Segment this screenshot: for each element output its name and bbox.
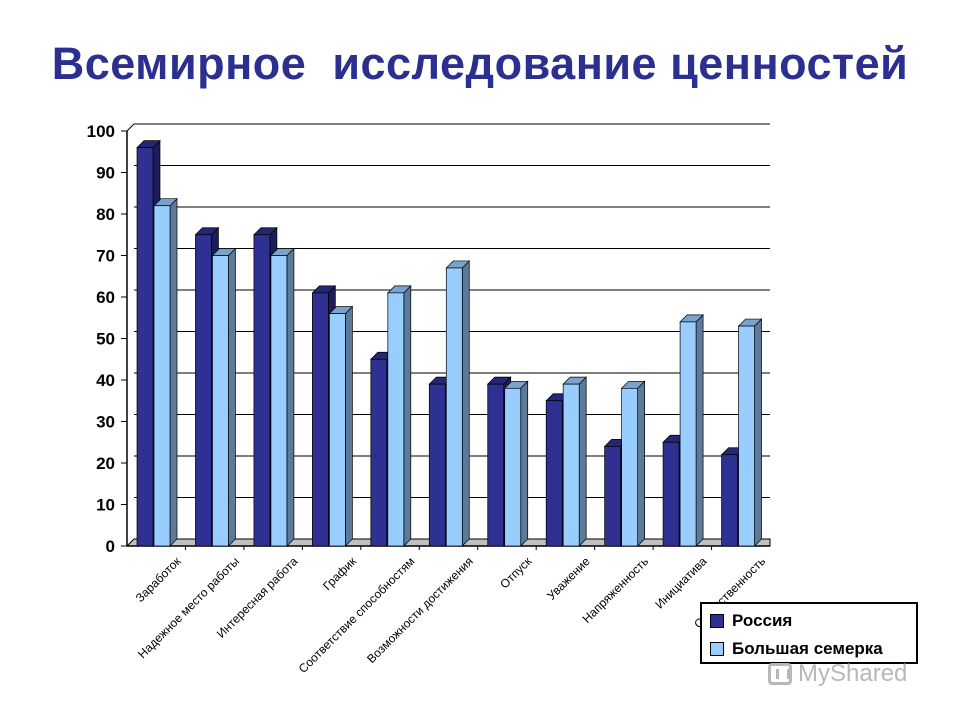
bar-side	[403, 285, 412, 547]
bar	[679, 321, 697, 547]
bar	[136, 147, 154, 547]
bar	[370, 358, 388, 547]
bar-side	[345, 305, 353, 547]
legend: Россия Большая семерка	[700, 602, 918, 664]
bar	[387, 292, 405, 547]
y-tick-label: 90	[96, 164, 115, 183]
legend-swatch-g7	[710, 642, 724, 656]
x-tick-label: Заработок	[133, 554, 184, 605]
bar-side	[578, 376, 587, 547]
bar	[604, 446, 621, 547]
legend-item-g7: Большая семерка	[710, 636, 883, 662]
bar-side	[461, 260, 470, 547]
x-tick-label: Надежное место работы	[135, 554, 242, 661]
bar	[195, 234, 212, 547]
x-tick-label: Отпуск	[497, 554, 535, 592]
y-tick-label: 0	[106, 537, 115, 556]
bar-side	[228, 247, 236, 547]
bar-side	[637, 380, 645, 547]
y-tick-label: 50	[96, 330, 115, 349]
bar-side	[286, 247, 295, 547]
bar	[487, 383, 505, 547]
x-tick-label: Уважение	[544, 554, 593, 603]
legend-label-g7: Большая семерка	[732, 639, 883, 658]
watermark: MyShared	[768, 660, 907, 688]
y-tick-label: 80	[96, 205, 115, 224]
bar	[504, 387, 522, 547]
x-tick-label: График	[320, 554, 359, 593]
legend-label-russia: Россия	[732, 611, 793, 630]
bar	[428, 383, 446, 547]
y-tick-label: 30	[96, 413, 115, 432]
y-tick-label: 40	[96, 371, 115, 390]
bar	[270, 255, 288, 547]
y-tick-label: 60	[96, 288, 115, 307]
bar	[253, 234, 271, 547]
chart-title: Всемирное исследование ценностей	[51, 38, 909, 89]
bar	[621, 387, 638, 547]
bar-side	[695, 314, 704, 547]
bar	[153, 205, 171, 547]
x-tick-label: Возможности достижения	[364, 554, 476, 666]
bar	[721, 454, 738, 547]
watermark-text: MyShared	[798, 660, 908, 687]
bar-side	[520, 380, 529, 547]
y-tick-label: 70	[96, 247, 115, 266]
bar	[329, 313, 346, 547]
bar	[445, 267, 463, 547]
bar	[312, 292, 329, 547]
bar-side	[169, 197, 178, 547]
bar	[662, 441, 680, 547]
presentation-icon	[768, 663, 792, 685]
bar	[545, 400, 563, 547]
y-tick-label: 100	[87, 122, 115, 141]
y-tick-label: 10	[96, 496, 115, 515]
bar	[562, 383, 580, 547]
legend-item-russia: Россия	[710, 608, 792, 634]
bar	[212, 255, 229, 547]
legend-swatch-russia	[710, 614, 724, 628]
bar	[738, 325, 755, 547]
bar-side	[754, 318, 762, 547]
x-tick-label: Соответствие способностям	[296, 554, 418, 676]
y-tick-label: 20	[96, 454, 115, 473]
axis-depth-edge	[126, 123, 135, 132]
